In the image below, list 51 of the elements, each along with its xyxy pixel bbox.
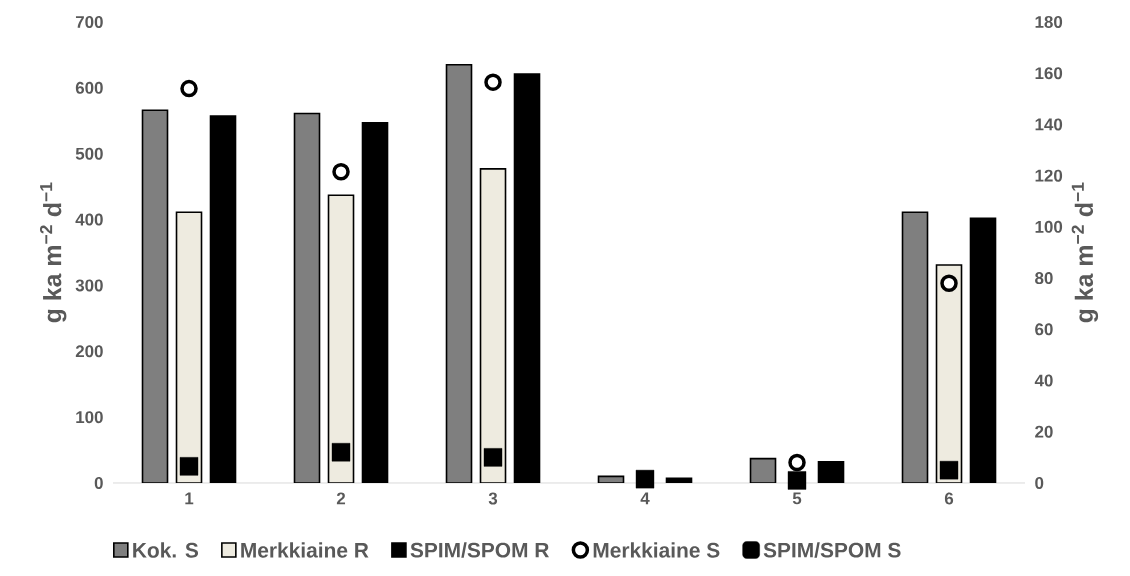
x-tick-label: 2 xyxy=(336,492,346,505)
point xyxy=(179,457,199,476)
y2-tick-label: 80 xyxy=(1035,272,1053,285)
y-tick-label: 200 xyxy=(75,345,103,358)
x-tick-label: 1 xyxy=(185,492,194,505)
y-tick-label: 300 xyxy=(75,279,103,292)
bar xyxy=(141,109,169,483)
point xyxy=(331,443,351,462)
y-axis-title: g ka m$^{−2}$ d$^{−1}$ xyxy=(39,182,67,323)
point xyxy=(484,73,502,91)
legend-label: Kok. S xyxy=(133,542,199,558)
legend-label: Merkkiaine R xyxy=(241,542,369,558)
y2-tick-label: 120 xyxy=(1035,169,1063,182)
point xyxy=(332,163,350,181)
bar xyxy=(935,264,963,483)
y2-tick-label: 60 xyxy=(1035,323,1053,336)
point xyxy=(180,79,198,98)
point xyxy=(635,469,655,489)
point xyxy=(940,274,958,292)
bar xyxy=(293,112,321,483)
bar xyxy=(445,64,473,483)
y2-tick-label: 100 xyxy=(1035,220,1063,233)
x-tick-label: 5 xyxy=(792,492,802,505)
y-tick-label: 700 xyxy=(75,16,103,28)
y2-tick-label: 160 xyxy=(1035,67,1063,80)
point xyxy=(483,448,503,467)
y2-axis-title: g ka m$^{−2}$ d$^{−1}$ xyxy=(1071,182,1099,323)
x-tick-label: 3 xyxy=(488,492,498,505)
bar xyxy=(327,194,355,483)
legend-label: SPIM/SPOM S xyxy=(763,542,901,558)
bar xyxy=(479,168,507,483)
y-tick-label: 0 xyxy=(94,476,103,489)
y-tick-label: 500 xyxy=(75,147,103,160)
x-tick-label: 6 xyxy=(944,492,954,505)
y2-tick-label: 20 xyxy=(1035,425,1053,438)
legend-label: Merkkiaine S xyxy=(593,542,720,558)
y2-tick-label: 180 xyxy=(1035,15,1063,28)
bar xyxy=(749,457,777,483)
bar xyxy=(175,211,203,483)
y-tick-label: 600 xyxy=(75,81,103,94)
y-tick-label: 400 xyxy=(75,213,103,226)
point xyxy=(939,460,959,480)
y2-tick-label: 40 xyxy=(1034,374,1053,387)
bar xyxy=(901,211,929,483)
point xyxy=(788,453,806,472)
x-tick-label: 4 xyxy=(640,492,650,505)
legend-label: SPIM/SPOM R xyxy=(410,542,549,558)
point xyxy=(787,471,807,490)
y-tick-label: 100 xyxy=(76,411,103,424)
y2-tick-label: 140 xyxy=(1035,118,1063,131)
y2-tick-label: 0 xyxy=(1035,476,1044,489)
